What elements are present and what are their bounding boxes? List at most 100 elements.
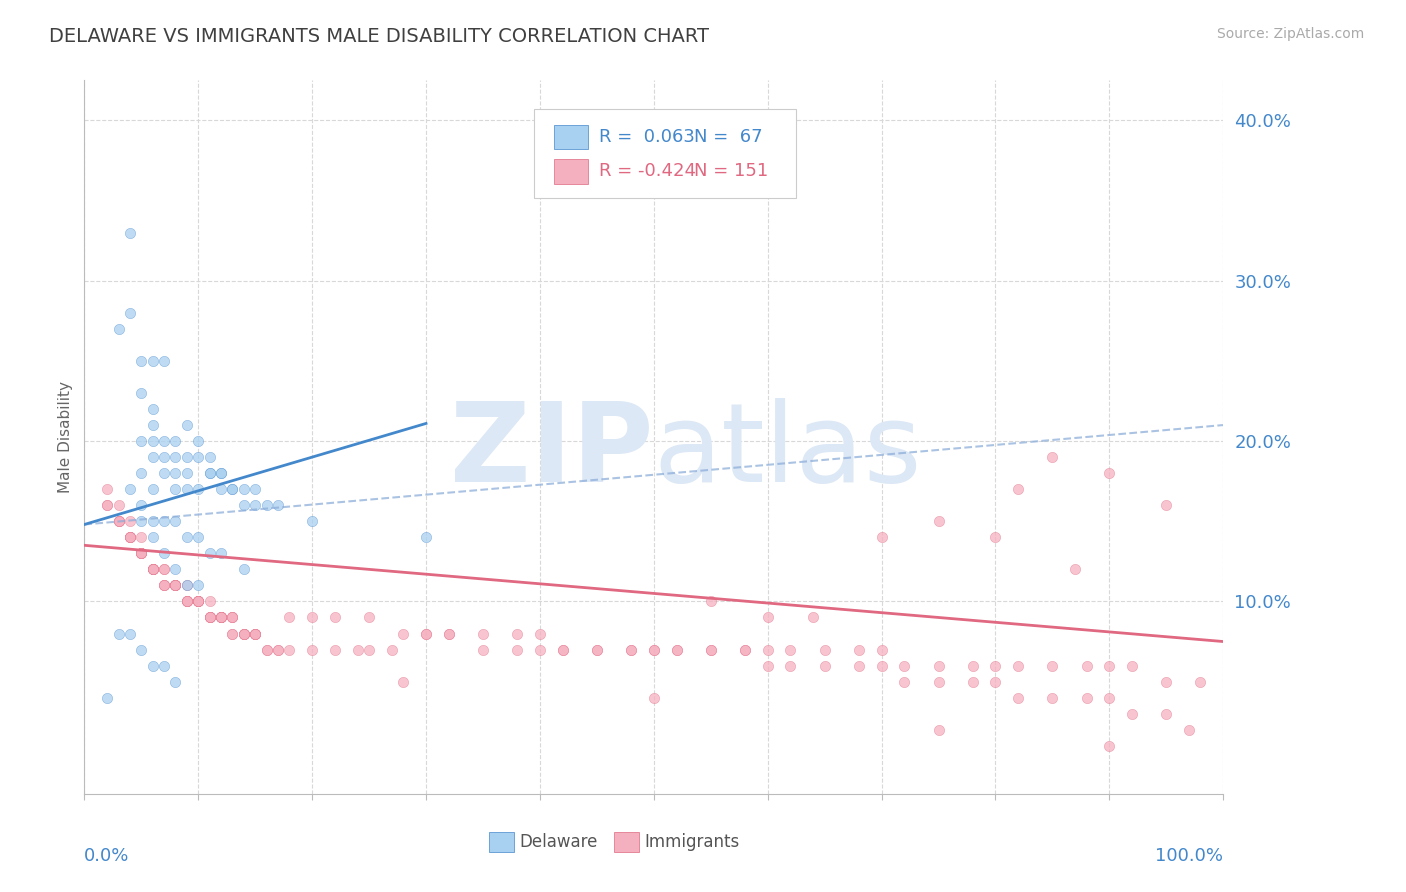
Point <box>153 434 176 448</box>
Point <box>142 354 165 368</box>
Point <box>209 610 232 624</box>
Point <box>142 530 165 544</box>
Point <box>984 674 1007 689</box>
Point <box>142 658 165 673</box>
Text: Delaware: Delaware <box>519 833 598 851</box>
Point <box>198 466 221 480</box>
Point <box>187 578 209 592</box>
Point <box>893 674 915 689</box>
Point <box>153 658 176 673</box>
Point <box>142 514 165 528</box>
Point <box>153 562 176 576</box>
Point <box>1156 674 1178 689</box>
Point <box>107 514 129 528</box>
Point <box>323 610 346 624</box>
Point <box>665 642 688 657</box>
Point <box>131 354 153 368</box>
Text: N =  67: N = 67 <box>693 128 762 145</box>
Point <box>756 658 779 673</box>
Point <box>131 546 153 560</box>
Point <box>187 594 209 608</box>
Point <box>221 482 243 496</box>
Point <box>1098 466 1121 480</box>
Point <box>198 466 221 480</box>
Point <box>232 498 254 512</box>
Y-axis label: Male Disability: Male Disability <box>58 381 73 493</box>
Point <box>928 514 950 528</box>
Point <box>245 482 267 496</box>
Point <box>586 642 609 657</box>
Point <box>107 322 129 336</box>
Point <box>165 578 187 592</box>
Point <box>165 674 187 689</box>
Point <box>437 626 460 640</box>
Point <box>176 594 198 608</box>
Point <box>221 626 243 640</box>
Point <box>198 610 221 624</box>
Point <box>187 530 209 544</box>
Text: 100.0%: 100.0% <box>1156 847 1223 865</box>
Point <box>153 354 176 368</box>
Point <box>437 626 460 640</box>
Point <box>734 642 756 657</box>
Point <box>96 482 118 496</box>
Point <box>232 482 254 496</box>
Bar <box>489 832 513 853</box>
Point <box>153 578 176 592</box>
Point <box>142 482 165 496</box>
Bar <box>554 160 588 184</box>
Point <box>643 690 665 705</box>
Point <box>359 642 381 657</box>
Point <box>245 626 267 640</box>
Point <box>256 642 278 657</box>
Point <box>118 482 141 496</box>
Point <box>142 418 165 433</box>
Point <box>209 610 232 624</box>
Point <box>142 450 165 464</box>
Point <box>415 626 437 640</box>
Point <box>700 642 723 657</box>
Point <box>779 658 801 673</box>
Point <box>392 626 415 640</box>
Point <box>928 723 950 737</box>
Point <box>118 226 141 240</box>
Point <box>198 546 221 560</box>
Point <box>165 434 187 448</box>
Point <box>221 610 243 624</box>
Point <box>1156 498 1178 512</box>
Point <box>176 482 198 496</box>
Point <box>232 626 254 640</box>
Point <box>221 610 243 624</box>
Point <box>381 642 404 657</box>
Point <box>187 434 209 448</box>
Point <box>142 562 165 576</box>
Point <box>153 578 176 592</box>
Point <box>198 610 221 624</box>
Point <box>131 530 153 544</box>
Point <box>801 610 824 624</box>
Point <box>209 546 232 560</box>
Point <box>529 626 551 640</box>
Point <box>1076 658 1098 673</box>
Point <box>301 514 323 528</box>
Point <box>245 626 267 640</box>
Point <box>870 658 893 673</box>
Text: R = -0.424: R = -0.424 <box>599 162 696 180</box>
Bar <box>614 832 638 853</box>
Point <box>209 610 232 624</box>
Point <box>142 562 165 576</box>
Point <box>700 594 723 608</box>
Point <box>153 578 176 592</box>
Point <box>700 642 723 657</box>
Point <box>643 642 665 657</box>
Point <box>142 562 165 576</box>
Point <box>131 434 153 448</box>
Point <box>131 642 153 657</box>
Point <box>153 514 176 528</box>
Point <box>1121 658 1143 673</box>
Point <box>551 642 574 657</box>
Point <box>962 658 984 673</box>
Point <box>131 546 153 560</box>
Point <box>221 626 243 640</box>
Point <box>1007 690 1029 705</box>
